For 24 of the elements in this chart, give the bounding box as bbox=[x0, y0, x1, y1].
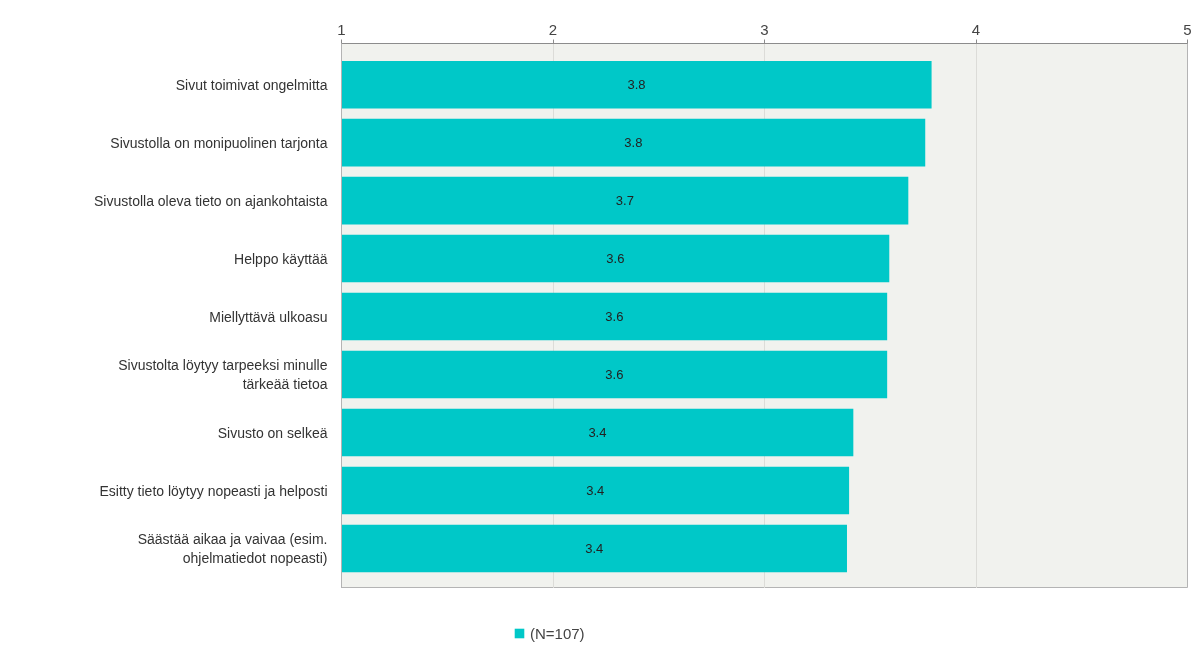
data-label: 3.6 bbox=[605, 367, 624, 383]
y-tick-label: Sivusto on selkeä bbox=[217, 424, 328, 441]
x-tick-label: 5 bbox=[1183, 20, 1192, 38]
data-label: 3.4 bbox=[586, 483, 605, 499]
x-tick-label: 3 bbox=[760, 20, 769, 38]
y-tick-label: Sivustolla on monipuolinen tarjonta bbox=[110, 134, 328, 151]
data-label: 3.4 bbox=[585, 540, 604, 556]
y-tick-label: Miellyttävä ulkoasu bbox=[209, 308, 328, 325]
y-tick-label: Helppo käyttää bbox=[234, 250, 328, 267]
data-label: 3.6 bbox=[605, 309, 624, 325]
data-label: 3.8 bbox=[624, 135, 643, 151]
x-tick-label: 2 bbox=[548, 20, 558, 38]
y-tick-label: Sivustolla oleva tieto on ajankohtaista bbox=[94, 192, 328, 209]
data-label: 3.4 bbox=[588, 425, 607, 441]
y-tick-label: Sivustolta löytyy tarpeeksi minulle tärkeää tietoa bbox=[118, 356, 328, 393]
y-tick-label: Sivut toimivat ongelmitta bbox=[175, 76, 328, 93]
data-label: 3.7 bbox=[615, 193, 634, 209]
legend-label: (N=107) bbox=[530, 624, 585, 642]
y-tick-label: Esitty tieto löytyy nopeasti ja helposti bbox=[99, 482, 328, 499]
y-tick-label: Säästää aikaa ja vaivaa (esim. ohjelmatiedot nopeasti) bbox=[137, 530, 328, 567]
data-label: 3.8 bbox=[627, 77, 646, 93]
data-label: 3.6 bbox=[606, 251, 625, 267]
x-tick-label: 4 bbox=[971, 20, 981, 38]
x-tick-label: 1 bbox=[337, 20, 346, 38]
